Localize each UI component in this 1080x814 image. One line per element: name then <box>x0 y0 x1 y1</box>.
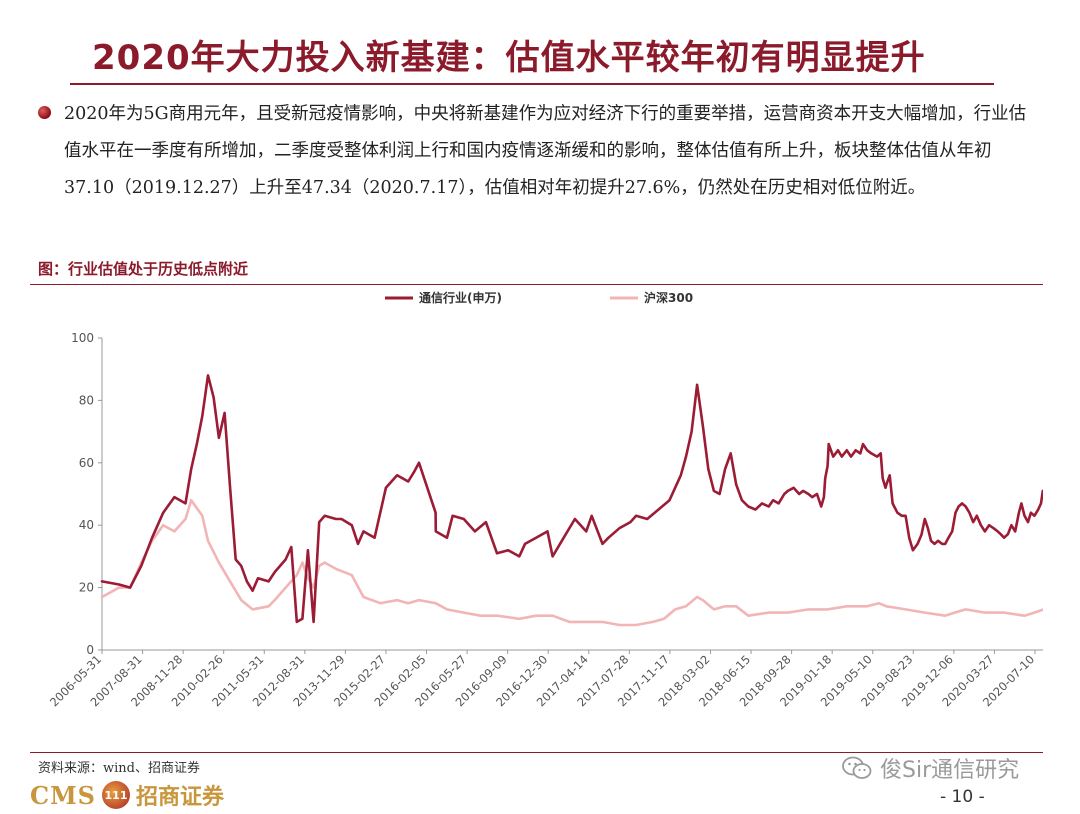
watermark: 俊Sir通信研究 <box>842 752 1019 784</box>
y-tick-label: 40 <box>79 518 94 532</box>
figure-title: 图：行业估值处于历史低点附近 <box>38 260 249 278</box>
source-note: 资料来源：wind、招商证券 <box>38 761 200 776</box>
y-tick-label: 100 <box>71 331 94 345</box>
y-tick-label: 80 <box>79 393 94 407</box>
summary-paragraph: 2020年为5G商用元年，且受新冠疫情影响，中央将新基建作为应对经济下行的重要举… <box>64 104 1027 198</box>
series-line-csi300 <box>100 498 1043 627</box>
logo-badge-icon: 111 <box>102 781 130 809</box>
legend-label-csi300: 沪深300 <box>644 290 693 305</box>
wechat-icon <box>842 756 872 779</box>
legend-label-telecom: 通信行业(申万) <box>419 290 502 305</box>
page-number: - 10 - <box>940 787 985 807</box>
figure-divider <box>30 284 1043 285</box>
watermark-text: 俊Sir通信研究 <box>880 758 1020 783</box>
bullet-dot-icon <box>38 106 51 119</box>
title-divider <box>70 83 994 85</box>
logo-chinese-text: 招商证券 <box>136 784 225 810</box>
slide-title: 2020年大力投入新基建：估值水平较年初有明显提升 <box>92 38 926 78</box>
company-logo: CMS 111 招商证券 <box>30 780 225 811</box>
valuation-line-chart: 0204060801002006-05-312007-08-312008-11-… <box>47 290 1043 709</box>
logo-cms-text: CMS <box>30 780 96 810</box>
y-tick-label: 20 <box>79 581 94 595</box>
y-tick-label: 0 <box>86 643 94 657</box>
y-tick-label: 60 <box>79 456 94 470</box>
footer-divider <box>30 752 1043 753</box>
series-line-telecom <box>100 374 1043 624</box>
